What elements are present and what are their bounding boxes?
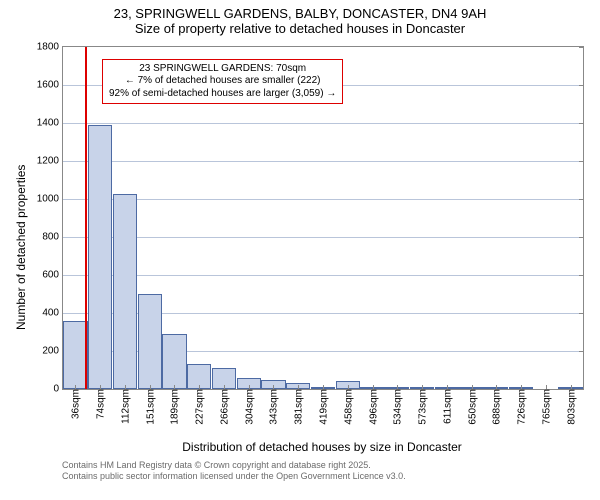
ytick-label: 800 [42,232,63,243]
reference-line [85,47,87,389]
xtick-label: 304sqm [242,389,255,425]
xtick-label: 496sqm [366,389,379,425]
histogram-bar [88,125,112,389]
ytick-label: 1400 [37,118,63,129]
ytick-mark [579,123,584,124]
xtick-label: 419sqm [317,389,330,425]
ytick-label: 400 [42,308,63,319]
gridline [63,123,583,124]
annotation-line3: 92% of semi-detached houses are larger (… [109,88,336,101]
histogram-bar [63,321,87,389]
ytick-mark [579,199,584,200]
ytick-mark [579,275,584,276]
ytick-mark [579,47,584,48]
gridline [63,275,583,276]
histogram-bar [162,334,186,389]
xtick-label: 650sqm [465,389,478,425]
y-axis-label: Number of detached properties [14,165,28,330]
ytick-mark [579,313,584,314]
chart-footer: Contains HM Land Registry data © Crown c… [62,460,406,482]
chart-container: 23, SPRINGWELL GARDENS, BALBY, DONCASTER… [0,0,600,500]
xtick-label: 458sqm [341,389,354,425]
chart-plot-area: 02004006008001000120014001600180036sqm74… [62,46,584,390]
xtick-label: 189sqm [168,389,181,425]
xtick-label: 74sqm [94,389,107,419]
ytick-label: 1600 [37,80,63,91]
xtick-label: 688sqm [490,389,503,425]
chart-title-line2: Size of property relative to detached ho… [0,21,600,36]
xtick-label: 112sqm [118,389,131,424]
annotation-line1: 23 SPRINGWELL GARDENS: 70sqm [109,63,336,76]
ytick-mark [579,161,584,162]
gridline [63,161,583,162]
ytick-label: 1000 [37,194,63,205]
annotation-box: 23 SPRINGWELL GARDENS: 70sqm← 7% of deta… [102,59,343,105]
xtick-label: 343sqm [267,389,280,425]
xtick-label: 151sqm [143,389,156,425]
xtick-label: 381sqm [292,389,305,425]
xtick-label: 611sqm [440,389,453,424]
ytick-label: 600 [42,270,63,281]
xtick-label: 765sqm [539,389,552,425]
footer-line2: Contains public sector information licen… [62,471,406,482]
xtick-label: 726sqm [515,389,528,425]
histogram-bar [113,194,137,389]
gridline [63,199,583,200]
ytick-label: 1200 [37,156,63,167]
gridline [63,237,583,238]
xtick-label: 803sqm [564,389,577,425]
ytick-label: 0 [53,384,63,395]
chart-title-line1: 23, SPRINGWELL GARDENS, BALBY, DONCASTER… [0,0,600,21]
xtick-label: 266sqm [217,389,230,425]
xtick-label: 534sqm [391,389,404,425]
xtick-label: 36sqm [69,389,82,419]
x-axis-label: Distribution of detached houses by size … [62,440,582,454]
xtick-label: 227sqm [193,389,206,425]
ytick-mark [579,237,584,238]
ytick-label: 200 [42,346,63,357]
footer-line1: Contains HM Land Registry data © Crown c… [62,460,406,471]
xtick-label: 573sqm [416,389,429,425]
ytick-mark [579,351,584,352]
ytick-mark [579,389,584,390]
histogram-bar [138,294,162,389]
ytick-label: 1800 [37,42,63,53]
ytick-mark [579,85,584,86]
annotation-line2: ← 7% of detached houses are smaller (222… [109,75,336,88]
